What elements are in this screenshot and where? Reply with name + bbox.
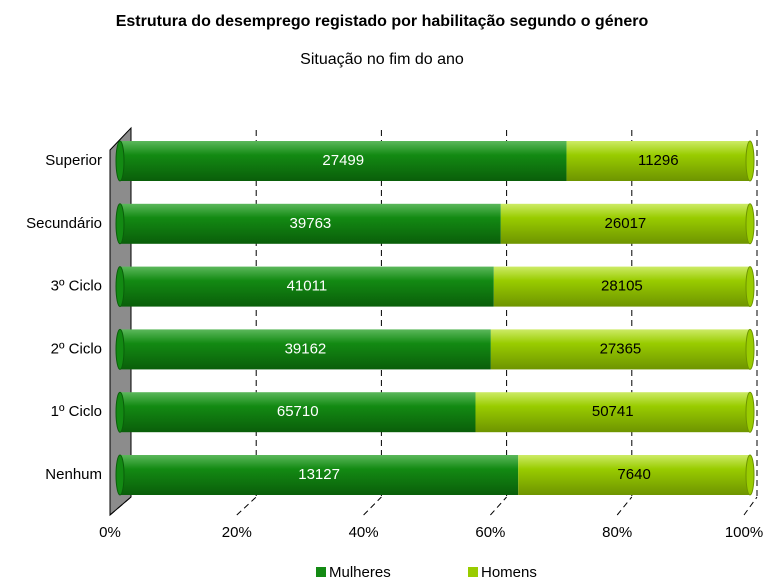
data-label: 39763 [290,215,332,232]
bar-segment [120,266,494,307]
data-label: 26017 [605,215,647,232]
data-label: 28105 [601,278,643,295]
bar-segment [490,329,750,370]
bar-cap [745,140,755,182]
data-label: 65710 [277,403,319,420]
x-tick-label: 100% [725,524,763,541]
bar-segment [120,203,501,244]
grid-line [743,496,758,516]
x-tick-label: 0% [99,524,121,541]
bar-segment [518,455,750,495]
legend-swatch [468,567,478,577]
bar-cap [115,391,125,433]
bar-cap [745,266,755,308]
bar-cap [745,328,755,370]
chart-title: Estrutura do desemprego registado por ha… [116,13,649,30]
legend-label: Homens [481,564,537,581]
y-tick-label: Secundário [26,215,102,232]
bar-cap [745,391,755,433]
data-label: 41011 [287,278,328,295]
bar-segment [120,329,491,370]
x-tick-label: 60% [475,524,505,541]
data-label: 11296 [638,152,679,169]
x-tick-label: 40% [349,524,379,541]
bar-cap [115,454,125,496]
grid-line [490,496,507,516]
grid-line [616,496,633,516]
bar-cap [115,140,125,182]
data-label: 50741 [592,403,634,420]
y-tick-label: 1º Ciclo [51,403,102,420]
data-label: 27499 [322,152,364,169]
x-tick-label: 80% [602,524,632,541]
data-label: 7640 [617,466,650,483]
x-tick-label: 20% [222,524,252,541]
bar-segment [475,392,750,433]
grid-line [236,496,257,516]
grid-line [109,496,132,516]
bar-cap [115,203,125,245]
bar-segment [566,141,750,181]
bar-cap [115,328,125,370]
chart-subtitle: Situação no fim do ano [300,51,464,68]
data-label: 39162 [285,340,327,357]
y-tick-label: Superior [45,152,102,169]
bar-cap [745,203,755,245]
bar-cap [115,266,125,308]
grid-line [363,496,382,516]
bar-segment [493,266,750,307]
bar-cap [745,454,755,496]
legend-label: Mulheres [329,564,391,581]
y-tick-label: Nenhum [45,466,102,483]
bar-segment [120,392,476,433]
data-label: 13127 [298,466,340,483]
y-tick-label: 3º Ciclo [51,278,102,295]
data-label: 27365 [600,340,642,357]
bar-segment [120,455,519,495]
bar-segment [500,203,750,244]
legend-swatch [316,567,326,577]
y-tick-label: 2º Ciclo [51,340,102,357]
bar-segment [120,141,567,181]
